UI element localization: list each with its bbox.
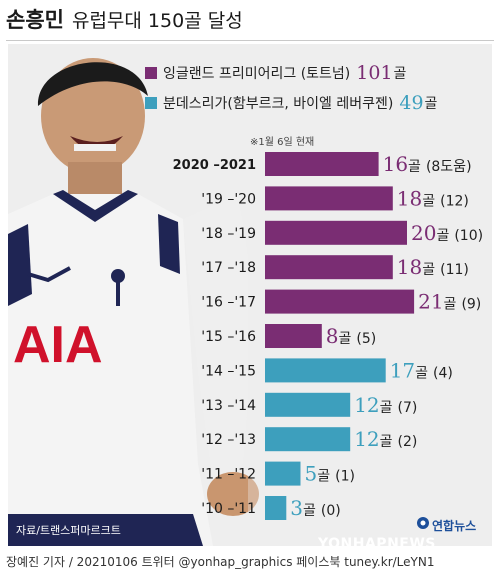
- title-divider: [6, 40, 494, 41]
- goal-value: 3: [290, 496, 303, 520]
- season-label: '18 –'19: [201, 226, 256, 242]
- goal-unit: 골: [303, 503, 316, 519]
- goal-unit: 골: [415, 365, 428, 381]
- legend-label: 분데스리가(함부르크, 바이엘 레버쿠젠): [163, 96, 394, 112]
- goal-value: 8: [326, 324, 339, 348]
- logo-text-kr: 연합뉴스: [432, 519, 477, 533]
- goal-unit: 골: [380, 434, 393, 450]
- goal-value-label: 18골 (12): [397, 186, 469, 210]
- season-label: '14 –'15: [201, 363, 256, 379]
- goal-bar: [265, 186, 393, 211]
- season-label: '15 –'16: [201, 329, 256, 345]
- assist-value: (2): [398, 434, 418, 450]
- assist-value: (1): [335, 469, 355, 485]
- goal-unit: 골: [380, 400, 393, 416]
- goal-unit: 골: [317, 469, 330, 485]
- legend-unit: 골: [424, 96, 438, 112]
- goal-value: 18: [397, 255, 422, 279]
- goal-value: 20: [411, 221, 436, 245]
- goal-value-label: 17골 (4): [390, 358, 453, 382]
- goal-unit: 골: [422, 262, 435, 278]
- legend-unit: 골: [393, 66, 407, 82]
- goal-value-label: 16골 (8도움): [383, 152, 472, 176]
- goal-value: 17: [390, 358, 415, 382]
- goal-bar: [265, 289, 415, 314]
- goal-value-label: 20골 (10): [411, 221, 483, 245]
- season-label: '10 –'11: [201, 501, 256, 517]
- goal-bar: [265, 324, 322, 348]
- assist-value: (12): [440, 193, 469, 209]
- goal-value-label: 18골 (11): [397, 255, 469, 279]
- legend-item-bundesliga: 분데스리가(함부르크, 바이엘 레버쿠젠) 49 골: [145, 92, 437, 114]
- goal-value: 12: [354, 427, 379, 451]
- goal-bar: [265, 255, 393, 280]
- season-label: '12 –'13: [201, 432, 256, 448]
- legend-total: 49: [399, 92, 424, 114]
- goal-bar: [265, 461, 301, 486]
- svg-text:AIA: AIA: [13, 316, 103, 374]
- goal-value-label: 12골 (7): [354, 393, 417, 417]
- yonhap-logo: 연합뉴스 YONHAPNEWS: [316, 516, 496, 552]
- goal-value: 16: [383, 152, 408, 176]
- assist-value: (5): [356, 331, 376, 347]
- page-title: 손흥민: [6, 8, 64, 32]
- goal-unit: 골: [444, 297, 457, 313]
- goal-unit: 골: [339, 331, 352, 347]
- assist-value: (7): [398, 400, 418, 416]
- source-credit: 자료/트랜스퍼마르크트: [16, 524, 121, 537]
- goal-value: 18: [397, 186, 422, 210]
- chart-panel: AIA 자료/트랜스퍼마르크트: [8, 44, 492, 546]
- goal-bar: [265, 427, 351, 452]
- goal-value-label: 5골 (1): [305, 462, 355, 486]
- assist-value: (10): [454, 228, 483, 244]
- legend-label: 잉글랜드 프리미어리그 (토트넘): [163, 66, 351, 82]
- season-label: '16 –'17: [201, 295, 256, 311]
- assist-value: (4): [433, 365, 453, 381]
- as-of-note: ※1월 6일 현재: [250, 137, 315, 148]
- legend-item-premier-league: 잉글랜드 프리미어리그 (토트넘) 101 골: [145, 62, 406, 84]
- goal-unit: 골: [436, 228, 449, 244]
- goal-value-label: 3골 (0): [290, 496, 340, 520]
- yonhap-logo-icon: [417, 517, 429, 529]
- season-label: 2020 –2021: [173, 158, 256, 173]
- goal-value: 5: [305, 462, 318, 486]
- legend-swatch: [145, 97, 157, 109]
- goal-bar: [265, 152, 379, 176]
- goal-unit: 골: [422, 193, 435, 209]
- goal-bar: [265, 496, 287, 520]
- legend-total: 101: [356, 62, 393, 84]
- season-label: '19 –'20: [201, 191, 256, 207]
- logo-text-en: YONHAPNEWS: [318, 536, 436, 552]
- season-label: '13 –'14: [201, 398, 256, 414]
- goal-value-label: 12골 (2): [354, 427, 417, 451]
- goal-value-label: 8골 (5): [326, 324, 376, 348]
- season-label: '11 –'12: [201, 467, 256, 483]
- assist-value: (9): [461, 297, 481, 313]
- goal-bar: [265, 392, 351, 417]
- assist-value: (0): [321, 503, 341, 519]
- goal-value: 21: [418, 290, 443, 314]
- footer-credit: 장예진 기자 / 20210106 트위터 @yonhap_graphics 페…: [6, 555, 435, 569]
- page-subtitle: 유럽무대 150골 달성: [71, 10, 243, 32]
- player-photo: AIA: [8, 44, 268, 546]
- title-row: 손흥민 유럽무대 150골 달성: [6, 4, 496, 40]
- assist-value: (8도움): [426, 159, 472, 175]
- legend-swatch: [145, 67, 157, 79]
- assist-value: (11): [440, 262, 469, 278]
- goal-value-label: 21골 (9): [418, 290, 481, 314]
- goal-unit: 골: [408, 159, 421, 175]
- season-label: '17 –'18: [201, 260, 256, 276]
- goal-bar: [265, 358, 386, 383]
- goal-bar: [265, 220, 407, 245]
- goal-value: 12: [354, 393, 379, 417]
